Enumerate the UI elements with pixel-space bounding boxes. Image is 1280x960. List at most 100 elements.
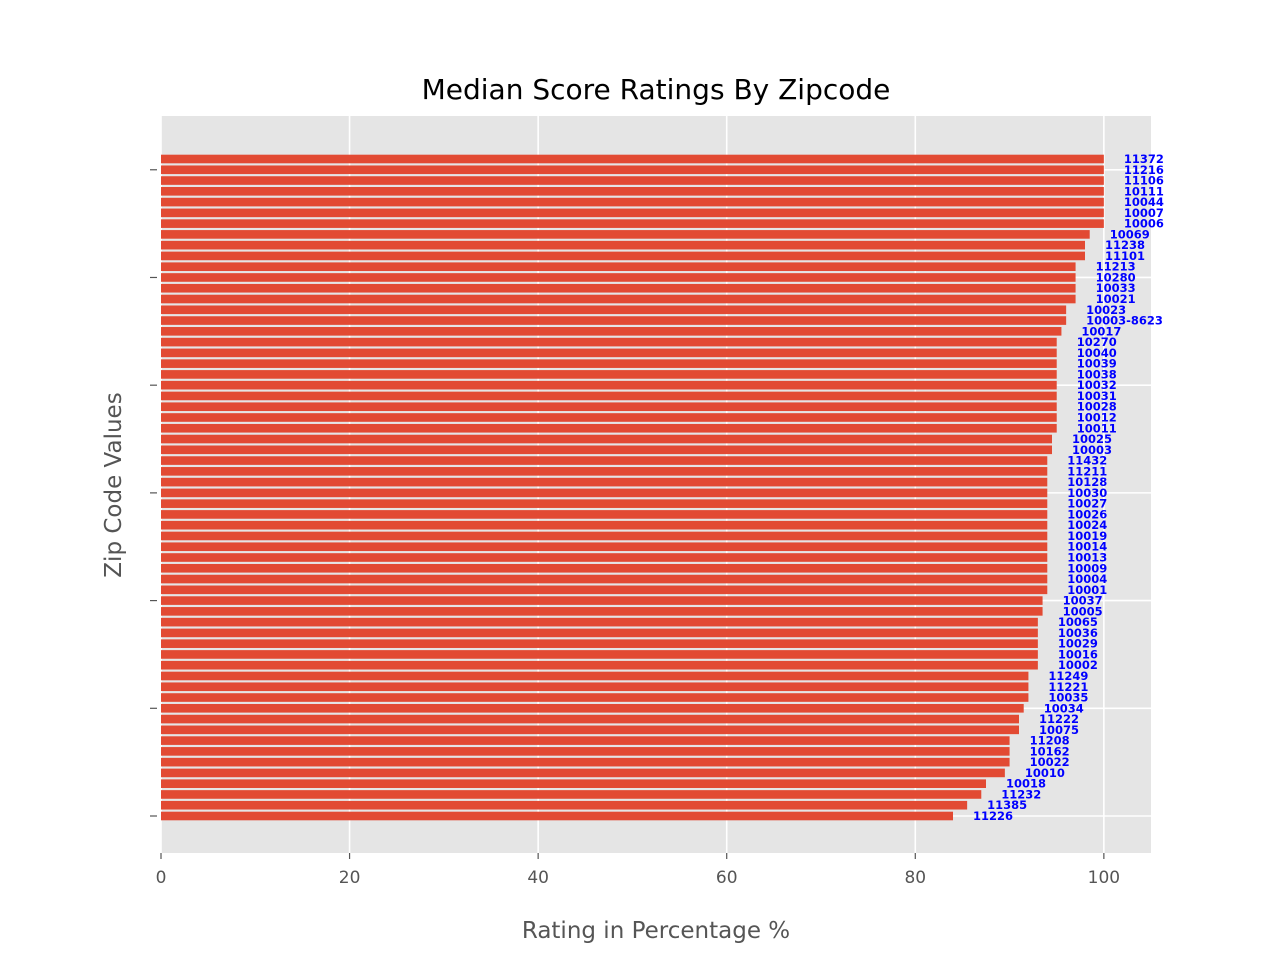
bar	[161, 520, 1048, 530]
bar	[161, 423, 1057, 433]
bars	[161, 154, 1104, 821]
x-axis-label: Rating in Percentage %	[522, 918, 790, 944]
bar-label: 11216	[1124, 163, 1164, 177]
bar	[161, 359, 1057, 368]
bar-label: 10033	[1096, 281, 1136, 295]
bar-label: 10039	[1077, 357, 1117, 371]
bar-label: 10162	[1030, 744, 1070, 758]
bar	[161, 467, 1048, 476]
bar-label: 10040	[1077, 346, 1117, 360]
bar	[161, 370, 1057, 379]
bar	[161, 628, 1038, 638]
axis-ticks: 0 20 40 60 80 100	[150, 169, 1120, 888]
bar-label: 11226	[973, 809, 1013, 823]
bar	[161, 542, 1048, 552]
bar	[161, 262, 1076, 272]
bar	[161, 251, 1085, 261]
bar-label: 10023	[1086, 303, 1126, 317]
bar	[161, 380, 1057, 390]
bar-label: 11221	[1048, 680, 1088, 694]
bar	[161, 477, 1048, 487]
bar	[161, 693, 1029, 702]
bar-label: 11106	[1124, 174, 1164, 188]
bar	[161, 294, 1076, 304]
bar	[161, 499, 1048, 508]
bar-label: 10128	[1067, 475, 1107, 489]
bar	[161, 639, 1038, 648]
bar	[161, 316, 1067, 325]
bar-label: 11372	[1124, 152, 1164, 166]
bar-label: 10019	[1067, 529, 1107, 543]
bar	[161, 747, 1010, 756]
x-tick-label: 40	[527, 868, 549, 888]
bar	[161, 790, 982, 799]
bar-label: 10018	[1006, 777, 1046, 791]
bar-label: 10111	[1124, 184, 1164, 198]
bar	[161, 434, 1052, 444]
bar	[161, 456, 1048, 465]
chart-title: Median Score Ratings By Zipcode	[422, 73, 891, 106]
bar-label: 10006	[1124, 217, 1164, 231]
bar-label: 11208	[1030, 734, 1070, 748]
bar	[161, 230, 1090, 239]
bar-label: 10017	[1081, 324, 1121, 338]
bar-label: 10028	[1077, 400, 1117, 414]
bar	[161, 176, 1104, 185]
bar-label: 10069	[1110, 227, 1150, 241]
bar-label: 10024	[1067, 518, 1107, 532]
bar-label: 11101	[1105, 249, 1145, 263]
bar-label: 10005	[1063, 604, 1103, 618]
bar	[161, 531, 1048, 541]
bar	[161, 585, 1048, 595]
bar	[161, 348, 1057, 358]
bar	[161, 703, 1024, 713]
bar	[161, 757, 1010, 767]
bar	[161, 800, 968, 810]
bar-label: 10002	[1058, 658, 1098, 672]
bar-label: 10075	[1039, 723, 1079, 737]
bar-label: 10003-8623	[1086, 314, 1163, 328]
bar	[161, 165, 1104, 175]
bar-label: 10044	[1124, 195, 1164, 209]
bar	[161, 617, 1038, 627]
bar	[161, 337, 1057, 347]
bar	[161, 187, 1104, 196]
bar	[161, 736, 1010, 745]
bar-label: 11432	[1067, 454, 1107, 468]
bar	[161, 768, 1005, 778]
bar	[161, 240, 1085, 250]
bar-label: 10030	[1067, 486, 1107, 500]
x-tick-label: 100	[1088, 868, 1120, 888]
bar-label: 10010	[1025, 766, 1065, 780]
bar-label: 10003	[1072, 443, 1112, 457]
bar-label: 10012	[1077, 410, 1117, 424]
bar-label: 10034	[1044, 701, 1084, 715]
bar	[161, 607, 1043, 616]
bar	[161, 154, 1104, 164]
bar-label: 10037	[1063, 594, 1103, 608]
bar	[161, 574, 1048, 584]
x-tick-label: 80	[904, 868, 926, 888]
bar-label: 11238	[1105, 238, 1145, 252]
bar-label: 10270	[1077, 335, 1117, 349]
bar	[161, 714, 1019, 724]
x-tick-label: 20	[339, 868, 361, 888]
bar-labels: 1137211216111061011110044100071000610069…	[973, 152, 1164, 823]
bar-label: 11213	[1096, 260, 1136, 274]
bar-label: 10038	[1077, 367, 1117, 381]
bar-label: 11385	[987, 798, 1027, 812]
bar-label: 10032	[1077, 378, 1117, 392]
bar-label: 10029	[1058, 637, 1098, 651]
bar-label: 10035	[1048, 691, 1088, 705]
bar-label: 10022	[1030, 755, 1070, 769]
bar	[161, 553, 1048, 562]
bar-label: 10004	[1067, 572, 1107, 586]
bar	[161, 273, 1076, 282]
bar-label: 10031	[1077, 389, 1117, 403]
x-tick-label: 0	[156, 868, 167, 888]
bar	[161, 402, 1057, 412]
bar	[161, 413, 1057, 422]
bar	[161, 563, 1048, 573]
